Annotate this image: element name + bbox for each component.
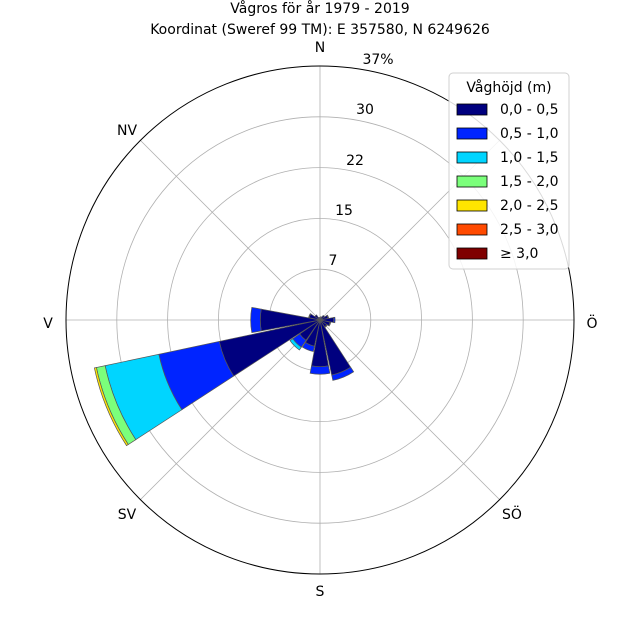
legend-swatch-1 <box>456 127 488 140</box>
legend-label-1: 0,5 - 1,0 <box>500 126 558 142</box>
direction-label-o: Ö <box>586 314 597 332</box>
legend-box <box>448 72 570 270</box>
legend-swatch-3 <box>456 175 488 188</box>
legend-label-4: 2,0 - 2,5 <box>500 198 558 214</box>
rose-bar-337.5-bin-0 <box>318 316 321 321</box>
direction-label-nv: NV <box>117 123 137 139</box>
chart-title-line2: Koordinat (Sweref 99 TM): E 357580, N 62… <box>150 22 490 38</box>
direction-label-s: S <box>316 584 325 600</box>
rose-bar-157.5-bin-1 <box>331 366 355 381</box>
legend-swatch-2 <box>456 151 488 164</box>
polar-grid <box>66 66 574 574</box>
legend-label-6: ≥ 3,0 <box>500 246 538 262</box>
rose-bars <box>93 306 355 447</box>
radial-tick-30: 30 <box>356 102 374 118</box>
rose-bar-247.5-bin-4 <box>93 367 129 447</box>
grid-spoke-225 <box>140 319 321 500</box>
grid-spoke-315 <box>140 140 321 321</box>
radial-tick-7: 7 <box>329 253 338 269</box>
outer-circle <box>65 65 575 575</box>
grid-spoke-135 <box>319 319 500 500</box>
legend-label-5: 2,5 - 3,0 <box>500 222 558 238</box>
direction-label-v: V <box>43 316 53 332</box>
direction-label-sv: SV <box>118 507 137 523</box>
rose-bar-315-bin-0 <box>314 314 321 321</box>
legend: Våghöjd (m) 0,0 - 0,5 0,5 - 1,0 1,0 - 1,5 1… <box>448 72 570 270</box>
legend-label-3: 1,5 - 2,0 <box>500 174 558 190</box>
rose-bar-270-bin-1 <box>250 306 262 334</box>
direction-label-n: N <box>315 40 325 56</box>
chart-title-line1: Vågros för år 1979 - 2019 <box>230 0 409 17</box>
rose-bar-292.5-bin-1 <box>308 313 312 319</box>
legend-label-2: 1,0 - 1,5 <box>500 150 558 166</box>
radial-tick-15: 15 <box>335 203 353 219</box>
legend-swatch-5 <box>456 223 488 236</box>
radial-tick-37: 37% <box>362 52 393 68</box>
legend-title: Våghöjd (m) <box>466 79 551 96</box>
rose-bar-112.5-bin-1 <box>328 321 332 327</box>
legend-swatch-6 <box>456 247 488 260</box>
radial-tick-22: 22 <box>346 153 364 169</box>
rose-bar-225-bin-2 <box>289 338 302 351</box>
rose-bar-90-bin-1 <box>333 316 336 324</box>
direction-label-so: SÖ <box>502 505 522 523</box>
legend-label-0: 0,0 - 0,5 <box>500 102 558 118</box>
rose-bar-202.5-bin-1 <box>301 341 315 352</box>
polar-outline <box>65 65 575 575</box>
legend-swatch-4 <box>456 199 488 212</box>
rose-bar-180-bin-1 <box>309 365 331 375</box>
legend-swatch-0 <box>456 103 488 116</box>
